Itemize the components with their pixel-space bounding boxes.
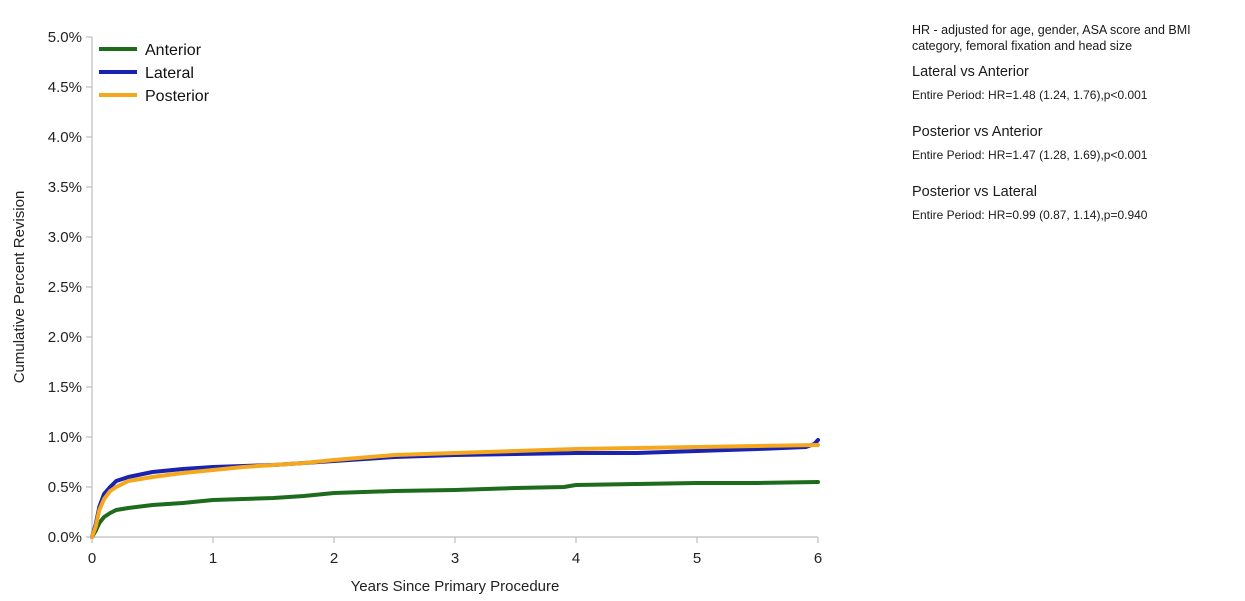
x-tick-label: 2: [330, 550, 338, 567]
y-axis-title: Cumulative Percent Revision: [11, 191, 28, 384]
x-tick-label: 4: [572, 550, 580, 567]
chart: 0.0% 0.5% 1.0% 1.5% 2.0% 2.5% 3.0% 3.5% 4.0% 4.5%…: [11, 29, 822, 595]
adjustment-note: HR - adjusted for age, gender, ASA score…: [912, 23, 1191, 53]
y-tick-label: 0.5%: [48, 479, 82, 496]
comparison-posterior-vs-anterior: Posterior vs Anterior Entire Period: HR=…: [912, 124, 1232, 162]
hazard-ratio-panel: HR - adjusted for age, gender, ASA score…: [912, 22, 1232, 244]
legend-label-anterior: Anterior: [145, 42, 202, 59]
y-tick-label: 1.0%: [48, 429, 82, 446]
y-tick-label: 4.5%: [48, 79, 82, 96]
y-tick-label: 2.0%: [48, 329, 82, 346]
y-tick-label: 5.0%: [48, 29, 82, 46]
x-axis: 0 1 2 3 4 5 6: [88, 536, 822, 567]
y-tick-label: 2.5%: [48, 279, 82, 296]
y-tick-label: 1.5%: [48, 379, 82, 396]
x-axis-title: Years Since Primary Procedure: [351, 578, 560, 595]
x-tick-label: 3: [451, 550, 459, 567]
comparison-title: Posterior vs Anterior: [912, 124, 1043, 140]
comparison-title: Lateral vs Anterior: [912, 64, 1029, 80]
x-tick-label: 1: [209, 550, 217, 567]
x-tick-label: 6: [814, 550, 822, 567]
y-tick-label: 3.5%: [48, 179, 82, 196]
comparison-value: Entire Period: HR=1.48 (1.24, 1.76),p<0.…: [912, 88, 1148, 102]
legend: Anterior Lateral Posterior: [99, 42, 210, 105]
comparison-posterior-vs-lateral: Posterior vs Lateral Entire Period: HR=0…: [912, 184, 1232, 222]
y-tick-label: 4.0%: [48, 129, 82, 146]
comparison-value: Entire Period: HR=0.99 (0.87, 1.14),p=0.…: [912, 208, 1148, 222]
x-tick-label: 5: [693, 550, 701, 567]
legend-label-posterior: Posterior: [145, 88, 210, 105]
x-tick-label: 0: [88, 550, 96, 567]
series-lines: [90, 438, 820, 539]
series-line-anterior: [90, 480, 820, 539]
comparison-value: Entire Period: HR=1.47 (1.28, 1.69),p<0.…: [912, 148, 1148, 162]
y-tick-label: 3.0%: [48, 229, 82, 246]
legend-label-lateral: Lateral: [145, 65, 194, 82]
y-axis: 0.0% 0.5% 1.0% 1.5% 2.0% 2.5% 3.0% 3.5% 4.0% 4.5%…: [48, 29, 93, 546]
series-line-posterior: [90, 443, 820, 539]
comparison-lateral-vs-anterior: Lateral vs Anterior Entire Period: HR=1.…: [912, 64, 1232, 102]
comparison-title: Posterior vs Lateral: [912, 184, 1037, 200]
y-tick-label: 0.0%: [48, 529, 82, 546]
